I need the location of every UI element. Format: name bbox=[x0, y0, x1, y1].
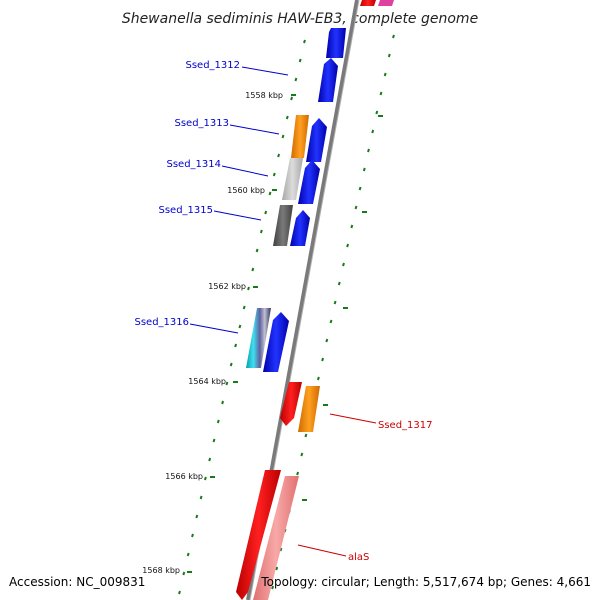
gene-label-ssed1316[interactable]: Ssed_1316 bbox=[134, 317, 189, 328]
tick-dot bbox=[272, 172, 276, 177]
tick-dot bbox=[225, 381, 229, 386]
tick-dot bbox=[279, 547, 283, 552]
tick-dot bbox=[342, 262, 345, 267]
tick-dot bbox=[333, 300, 337, 305]
gene-ssed1316-cyan[interactable] bbox=[246, 308, 271, 368]
gene-arrow-forward[interactable] bbox=[326, 28, 346, 58]
tick-dot bbox=[379, 91, 383, 96]
accession-text: Accession: NC_009831 bbox=[9, 575, 145, 589]
gene-arrow-ssed1315[interactable] bbox=[290, 210, 310, 246]
tick-dot bbox=[337, 281, 341, 286]
gene-arrow-ssed1313[interactable] bbox=[306, 118, 327, 162]
gene-label-alas[interactable]: alaS bbox=[348, 552, 369, 563]
tick-label-1562: 1562 kbp bbox=[208, 282, 246, 291]
gene-label-ssed1312[interactable]: Ssed_1312 bbox=[185, 60, 240, 71]
gene-partial-magenta-top[interactable] bbox=[378, 0, 394, 6]
tick-dot bbox=[203, 476, 207, 481]
gene-ssed1313-orange[interactable] bbox=[291, 115, 309, 158]
tick-dot bbox=[191, 533, 194, 538]
tick-dot bbox=[281, 134, 285, 139]
tick-dot bbox=[375, 110, 379, 115]
tick-dot bbox=[199, 495, 203, 500]
label-leaders bbox=[189, 66, 377, 557]
gene-ssed1317-orange[interactable] bbox=[298, 386, 320, 432]
gene-label-ssed1317[interactable]: Ssed_1317 bbox=[378, 420, 433, 431]
tick-label-1566: 1566 kbp bbox=[165, 472, 203, 481]
tick-dot bbox=[195, 514, 199, 519]
tick-dot bbox=[354, 205, 358, 210]
gene-label-ssed1314[interactable]: Ssed_1314 bbox=[166, 159, 221, 170]
tick-dot bbox=[208, 457, 212, 462]
tick-dot-track-left bbox=[178, 39, 306, 595]
tick-dot bbox=[178, 590, 181, 595]
tick-dot bbox=[259, 229, 263, 234]
tick-dot bbox=[371, 129, 375, 134]
tick-dot bbox=[242, 305, 246, 310]
tick-dot bbox=[216, 419, 220, 424]
tick-dot bbox=[296, 471, 300, 476]
tick-dot bbox=[350, 224, 354, 229]
tick-label-1558: 1558 kbp bbox=[245, 91, 283, 100]
tick-dot bbox=[212, 438, 216, 443]
tick-dot bbox=[294, 77, 298, 82]
tick-dot bbox=[367, 148, 370, 153]
tick-dot bbox=[268, 191, 272, 196]
tick-dot bbox=[298, 58, 302, 63]
tick-dot bbox=[285, 115, 289, 120]
tick-dot bbox=[304, 433, 308, 438]
tick-dot bbox=[329, 319, 333, 324]
tick-dot bbox=[182, 571, 186, 576]
tick-dot bbox=[271, 585, 275, 590]
tick-dot bbox=[300, 452, 304, 457]
tick-dot bbox=[234, 343, 238, 348]
tick-dot bbox=[264, 210, 268, 215]
map-title: Shewanella sediminis HAW-EB3, complete g… bbox=[122, 11, 478, 27]
gene-arrow-ssed1312[interactable] bbox=[318, 58, 338, 102]
tick-label-1564: 1564 kbp bbox=[188, 377, 226, 386]
tick-dot bbox=[358, 186, 362, 191]
tick-dot bbox=[255, 248, 259, 253]
tick-dot bbox=[392, 34, 395, 39]
gene-partial-red-top[interactable] bbox=[360, 0, 376, 6]
tick-dot bbox=[229, 362, 233, 367]
tick-dot bbox=[303, 39, 306, 44]
tick-dot bbox=[387, 53, 391, 58]
gene-arrow-reverse-red-large[interactable] bbox=[236, 470, 281, 600]
tick-label-1568: 1568 kbp bbox=[142, 566, 180, 575]
gene-arrow-reverse-red[interactable] bbox=[280, 382, 302, 426]
tick-dot bbox=[238, 324, 242, 329]
gene-ssed1315-darkgray[interactable] bbox=[273, 205, 293, 246]
tick-dot bbox=[316, 376, 320, 381]
tick-dot bbox=[275, 566, 279, 571]
gene-label-ssed1313[interactable]: Ssed_1313 bbox=[174, 118, 229, 129]
tick-dot bbox=[251, 267, 255, 272]
gene-ssed1314-gray[interactable] bbox=[282, 158, 303, 200]
tick-label-1560: 1560 kbp bbox=[227, 186, 265, 195]
tick-dot bbox=[321, 357, 325, 362]
tick-dot bbox=[247, 286, 250, 291]
tick-dot bbox=[221, 400, 225, 405]
gene-arrow-ssed1316[interactable] bbox=[263, 312, 289, 372]
gene-label-ssed1315[interactable]: Ssed_1315 bbox=[158, 205, 213, 216]
tick-dot bbox=[362, 167, 366, 172]
tick-dot bbox=[290, 96, 294, 101]
gene-alas-pink[interactable] bbox=[253, 476, 299, 600]
topology-text: Topology: circular; Length: 5,517,674 bp… bbox=[260, 575, 591, 589]
tick-dot bbox=[346, 243, 350, 248]
tick-dot bbox=[186, 552, 190, 557]
tick-dot bbox=[383, 72, 387, 77]
tick-dot bbox=[325, 338, 329, 343]
gene-arrow-ssed1314[interactable] bbox=[298, 160, 320, 204]
tick-dot bbox=[277, 153, 281, 158]
